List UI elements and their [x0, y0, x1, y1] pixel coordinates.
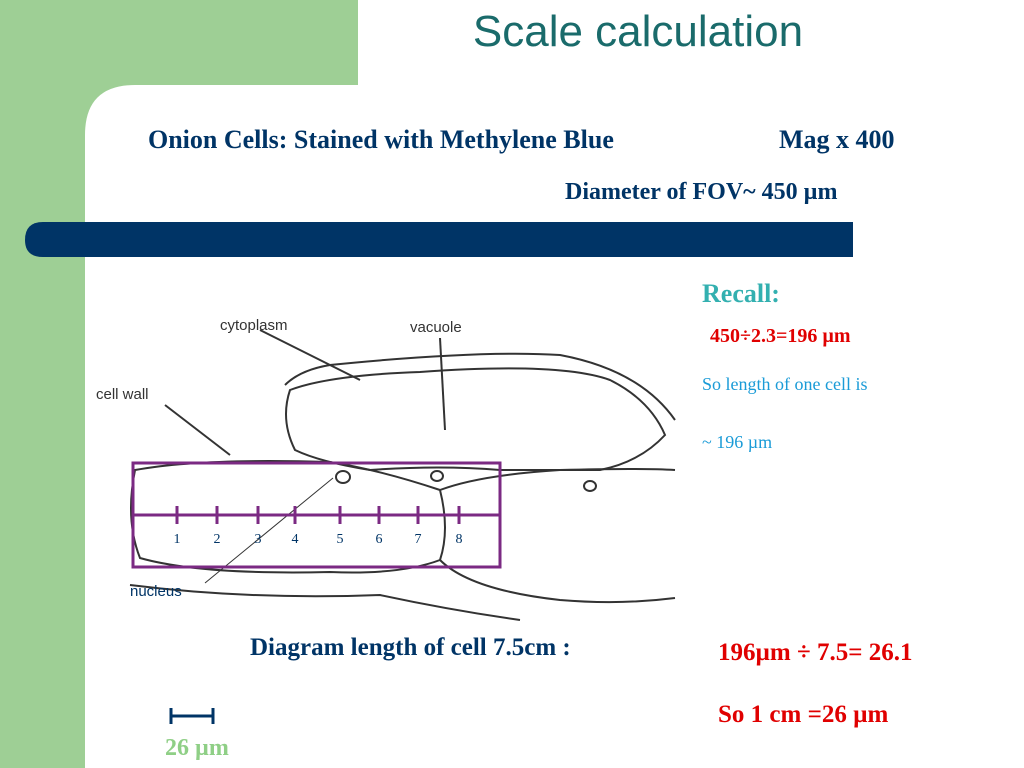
title: Scale calculation [473, 7, 803, 56]
magnification: Mag x 400 [779, 125, 895, 154]
ruler-number: 1 [174, 532, 181, 547]
label: vacuole [410, 319, 462, 336]
fov: Diameter of FOV~ 450 µm [565, 179, 837, 205]
scale-bar [169, 708, 215, 724]
ruler-number: 5 [337, 532, 344, 547]
cell-drawing [129, 329, 676, 621]
division: 196µm ÷ 7.5= 26.1 [718, 639, 912, 666]
diagram-length: Diagram length of cell 7.5cm : [250, 634, 571, 661]
ruler-number: 7 [415, 532, 422, 547]
recall-calc: 450÷2.3=196 µm [710, 325, 851, 347]
ruler-number: 6 [376, 532, 383, 547]
label: nucleus [130, 583, 182, 600]
ruler: 1 2 3 4 5 6 7 8 [131, 461, 502, 569]
recall-heading: Recall: [702, 279, 780, 308]
ruler-number: 3 [255, 532, 262, 547]
scale-label: 26 µm [165, 735, 229, 761]
ruler-number: 2 [214, 532, 221, 547]
ruler-number: 8 [456, 532, 463, 547]
recall-line: So length of one cell is [702, 374, 867, 394]
divider-bar [25, 222, 853, 257]
subtitle: Onion Cells: Stained with Methylene Blue [148, 125, 614, 154]
ruler-number: 4 [292, 532, 299, 547]
content-area [85, 0, 1024, 768]
label: cytoplasm [220, 317, 288, 334]
result: So 1 cm =26 µm [718, 701, 888, 728]
label: cell wall [96, 386, 149, 403]
recall-line: ~ 196 µm [702, 432, 772, 452]
